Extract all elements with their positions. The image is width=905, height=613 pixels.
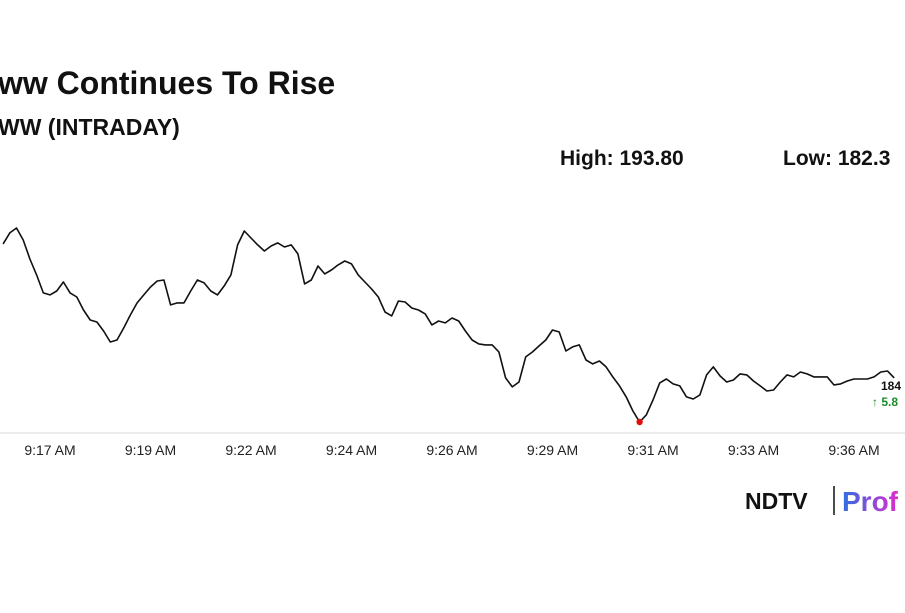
low-marker: [636, 418, 643, 426]
x-tick-label: 9:22 AM: [225, 442, 276, 458]
x-tick-label: 9:29 AM: [527, 442, 578, 458]
logo-product: Prof: [842, 486, 899, 517]
end-annotation: 184: [881, 379, 901, 393]
x-tick-label: 9:33 AM: [728, 442, 779, 458]
x-tick-label: 9:36 AM: [828, 442, 879, 458]
chart-title: ww Continues To Rise: [0, 65, 335, 101]
x-tick-label: 9:31 AM: [627, 442, 678, 458]
price-line: [2, 227, 895, 423]
end-annotation: ↑ 5.8: [872, 395, 898, 409]
chart-subtitle: WW (INTRADAY): [0, 114, 180, 140]
x-tick-label: 9:17 AM: [24, 442, 75, 458]
x-tick-label: 9:24 AM: [326, 442, 377, 458]
logo-brand: NDTV: [745, 488, 808, 514]
low-label: Low: 182.3: [783, 147, 890, 170]
x-tick-label: 9:19 AM: [125, 442, 176, 458]
x-tick-label: 9:26 AM: [426, 442, 477, 458]
high-label: High: 193.80: [560, 147, 684, 170]
